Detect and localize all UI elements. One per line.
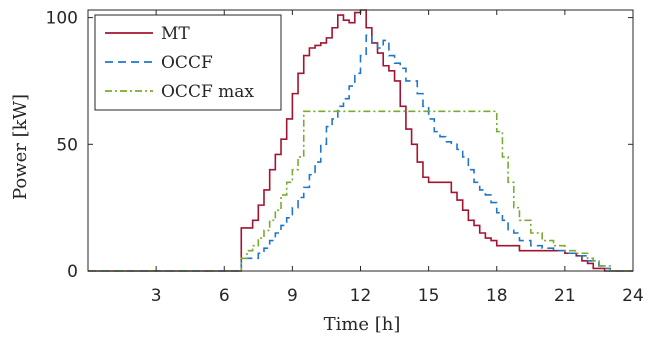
series-line-3 <box>88 110 633 272</box>
x-axis-label: Time [h] <box>324 314 401 335</box>
legend: MT OCCF OCCF max <box>94 14 282 111</box>
x-tick-label: 6 <box>219 286 230 306</box>
axes-layer: 3 6 9 12 15 18 21 24 0 50 100 <box>46 9 644 306</box>
series-layer <box>88 9 633 272</box>
y-tick-label: 0 <box>67 262 78 282</box>
y-tick-label: 50 <box>56 135 78 155</box>
legend-label-1: MT <box>161 24 190 44</box>
x-tick-label: 15 <box>418 286 440 306</box>
x-tick-label: 18 <box>486 286 508 306</box>
series-line-1 <box>88 9 633 272</box>
y-axis-label: Power [kW] <box>10 94 31 200</box>
x-tick-label: 9 <box>287 286 298 306</box>
y-tick-label: 100 <box>46 9 78 29</box>
series-line-2 <box>88 34 633 272</box>
x-tick-label: 21 <box>554 286 576 306</box>
x-tick-label: 12 <box>350 286 372 306</box>
x-tick-label: 24 <box>622 286 644 306</box>
x-tick-label: 3 <box>151 286 162 306</box>
legend-label-2: OCCF <box>161 53 213 73</box>
legend-label-3: OCCF max <box>161 82 254 102</box>
